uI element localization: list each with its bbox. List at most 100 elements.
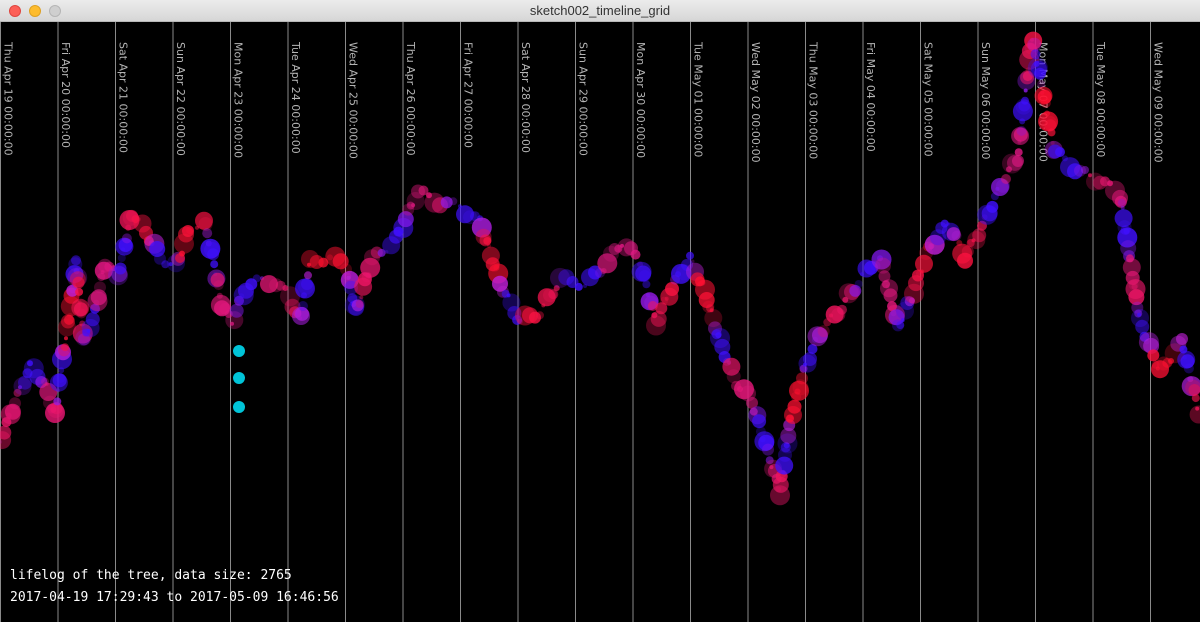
trail-dot [1086, 172, 1104, 191]
trail-dot [210, 260, 219, 269]
trail-dot [758, 434, 775, 451]
trail-dot [449, 197, 458, 206]
trail-dot [803, 352, 817, 366]
trail-dot [55, 373, 66, 384]
trail-dot [1022, 71, 1033, 82]
trail-dot [332, 253, 349, 270]
trail-dot [777, 433, 798, 454]
day-label: Sat May 05 00:00:00 [922, 42, 935, 157]
day-label: Mon Apr 23 00:00:00 [232, 42, 245, 158]
trail-dot [471, 217, 492, 238]
trail-dot [548, 289, 559, 300]
trail-dot [896, 321, 905, 330]
trail-dot [909, 297, 915, 304]
trail-dot [86, 328, 91, 333]
trail-dot [878, 270, 891, 283]
day-label: Sun Apr 29 00:00:00 [577, 42, 590, 156]
trail-dot [686, 251, 694, 260]
trail-dot [13, 388, 22, 397]
trail-dot [397, 211, 414, 228]
trail-dot [9, 397, 21, 410]
trail-dot [1012, 101, 1033, 122]
day-label: Mon Apr 30 00:00:00 [634, 42, 647, 158]
trail-dot [161, 260, 170, 269]
trail-dot [796, 372, 808, 385]
trail-dot [298, 278, 314, 295]
day-label: Tue May 08 00:00:00 [1094, 41, 1107, 157]
trail-dot [131, 215, 140, 224]
trail-dot [690, 259, 695, 264]
trail-dot [13, 377, 32, 396]
trail-dot [1030, 49, 1041, 60]
cyan-marker-dot [233, 401, 245, 413]
trail-dot [377, 248, 386, 257]
trail-dot [837, 304, 847, 315]
close-button[interactable] [9, 5, 21, 17]
trail-dot [1006, 166, 1012, 173]
trail-dot [1014, 148, 1023, 157]
trail-dot [871, 249, 892, 270]
trail-dot [762, 443, 774, 456]
trail-dot [752, 414, 767, 429]
trail-dot [1120, 205, 1125, 210]
trail-dot [456, 205, 474, 224]
day-label: Sun Apr 22 00:00:00 [174, 42, 187, 156]
trail-dot [734, 379, 754, 400]
trail-dot [799, 364, 808, 373]
trail-dot [355, 300, 364, 308]
trail-dot [550, 267, 570, 288]
zoom-button[interactable] [49, 5, 61, 17]
trail-dot [722, 357, 741, 376]
trail-dot [207, 248, 220, 261]
trail-dot [783, 442, 790, 449]
trail-dot [506, 293, 511, 298]
trail-dot [1001, 174, 1011, 184]
minimize-button[interactable] [29, 5, 41, 17]
trail-dot [1195, 406, 1200, 411]
sketch-canvas: Thu Apr 19 00:00:00 Fri Apr 20 00:00:00 Sa… [0, 22, 1200, 622]
trail-dot [260, 275, 278, 294]
trail-dot [76, 308, 87, 319]
trail-dot [426, 192, 432, 199]
trail-dot [411, 203, 416, 208]
trail-dot [75, 287, 84, 296]
trail-dot [230, 321, 234, 326]
trail-dot [61, 343, 69, 352]
trail-dot [53, 397, 62, 406]
day-label: Fri Apr 27 00:00:00 [462, 42, 475, 148]
trail-dot [775, 456, 794, 475]
trail-dot [0, 440, 2, 444]
trail-dot [85, 312, 100, 327]
trail-dot [229, 303, 244, 318]
trail-dot [182, 225, 194, 237]
trail-dot [1081, 166, 1089, 174]
trail-dot [1168, 358, 1174, 364]
date-range-text: 2017-04-19 17:29:43 to 2017-05-09 16:46:… [10, 590, 339, 605]
trail-dot [1180, 354, 1195, 369]
trail-dot [842, 296, 849, 303]
trail-dot [638, 270, 651, 282]
trail-dot [780, 427, 797, 444]
trail-dot [787, 399, 802, 414]
trail-dot [630, 249, 641, 260]
day-label: Tue Apr 24 00:00:00 [289, 41, 302, 154]
lifelog-trail [0, 31, 1200, 506]
trail-dot [650, 310, 667, 327]
trail-dot [440, 196, 453, 209]
trail-dot [704, 309, 723, 328]
trail-dot [915, 254, 933, 273]
trail-dot [359, 295, 364, 300]
window-titlebar[interactable]: sketch002_timeline_grid [0, 0, 1200, 22]
trail-dot [726, 369, 741, 384]
trail-dot [27, 360, 33, 367]
trail-dot [714, 338, 731, 355]
trail-dot [807, 344, 818, 354]
trail-dot [121, 233, 132, 244]
trail-dot [1137, 312, 1142, 317]
day-label: Sun May 06 00:00:00 [979, 42, 992, 160]
trail-dot [1117, 227, 1138, 248]
trail-dot [318, 257, 329, 268]
trail-dot [66, 284, 79, 297]
trail-dot [252, 274, 261, 283]
trail-dot [986, 200, 999, 213]
